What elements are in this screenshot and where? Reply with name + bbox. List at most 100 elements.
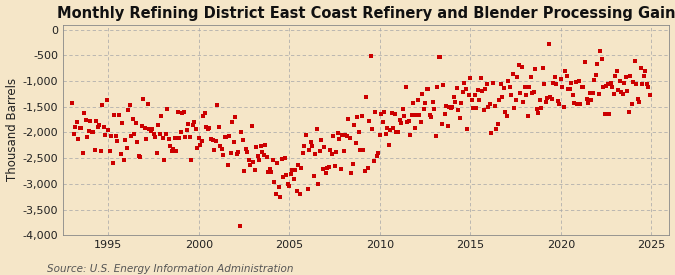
Point xyxy=(138,97,148,101)
Point xyxy=(558,105,569,109)
Point xyxy=(456,100,466,105)
Point xyxy=(439,112,450,116)
Point xyxy=(207,138,218,142)
Point xyxy=(557,85,568,89)
Point xyxy=(501,114,512,118)
Point xyxy=(141,137,152,142)
Point xyxy=(619,81,630,85)
Point xyxy=(356,114,367,118)
Point xyxy=(180,135,191,139)
Point xyxy=(335,167,346,171)
Point xyxy=(564,87,575,91)
Point xyxy=(257,150,268,154)
Point xyxy=(219,134,230,139)
Point xyxy=(512,75,522,80)
Point xyxy=(338,149,349,153)
Point xyxy=(510,98,521,102)
Point xyxy=(503,79,514,83)
Point xyxy=(192,146,202,150)
Point xyxy=(369,159,379,163)
Point xyxy=(272,161,283,166)
Point xyxy=(409,126,420,130)
Point xyxy=(414,113,425,117)
Point xyxy=(162,106,173,111)
Point xyxy=(509,106,520,111)
Point xyxy=(189,120,200,124)
Point xyxy=(383,143,394,147)
Point xyxy=(400,85,411,89)
Point xyxy=(115,152,126,156)
Point xyxy=(430,134,441,138)
Point xyxy=(592,61,603,66)
Point xyxy=(641,82,652,86)
Point xyxy=(500,110,510,114)
Point xyxy=(370,110,381,114)
Point xyxy=(278,175,289,180)
Point xyxy=(432,84,443,89)
Point xyxy=(311,127,322,131)
Point xyxy=(385,128,396,132)
Point xyxy=(329,164,340,168)
Point xyxy=(572,102,583,106)
Point xyxy=(299,144,310,148)
Point xyxy=(472,88,483,92)
Point xyxy=(290,168,301,172)
Point xyxy=(391,130,402,134)
Point xyxy=(161,132,171,137)
Point xyxy=(172,110,183,114)
Point xyxy=(342,134,352,138)
Point xyxy=(92,125,103,129)
Point xyxy=(259,152,269,157)
Point xyxy=(94,123,105,127)
Point xyxy=(513,62,524,67)
Point xyxy=(145,128,156,133)
Point xyxy=(487,81,498,86)
Point xyxy=(562,74,572,78)
Point xyxy=(404,133,415,137)
Point xyxy=(603,112,614,116)
Point xyxy=(379,110,390,114)
Point xyxy=(367,126,378,131)
Point xyxy=(320,171,331,175)
Point xyxy=(459,81,470,85)
Point xyxy=(586,97,597,102)
Point xyxy=(294,192,305,197)
Point xyxy=(554,102,565,106)
Point xyxy=(91,119,102,123)
Point xyxy=(545,95,556,100)
Point xyxy=(234,224,245,228)
Point xyxy=(348,162,358,166)
Point xyxy=(492,122,503,126)
Point xyxy=(607,85,618,89)
Point xyxy=(132,140,142,144)
Point xyxy=(433,55,444,60)
Point xyxy=(506,93,516,97)
Point xyxy=(169,136,180,140)
Point xyxy=(159,158,169,163)
Point xyxy=(306,143,317,148)
Point xyxy=(135,155,146,160)
Point xyxy=(479,108,489,112)
Point xyxy=(533,111,543,115)
Point xyxy=(436,122,447,126)
Point xyxy=(333,137,344,141)
Point xyxy=(130,121,141,125)
Point xyxy=(76,126,86,130)
Point xyxy=(153,123,163,128)
Point xyxy=(427,100,438,104)
Point xyxy=(426,115,437,120)
Point xyxy=(72,120,82,124)
Point xyxy=(167,148,178,153)
Point xyxy=(635,66,646,70)
Point xyxy=(450,100,461,104)
Point xyxy=(316,137,327,142)
Point xyxy=(343,117,354,121)
Point xyxy=(308,174,319,178)
Point xyxy=(279,155,290,160)
Point xyxy=(177,111,188,116)
Point xyxy=(255,144,266,148)
Point xyxy=(429,107,439,111)
Point xyxy=(213,125,224,130)
Point xyxy=(310,152,321,156)
Point xyxy=(584,91,595,96)
